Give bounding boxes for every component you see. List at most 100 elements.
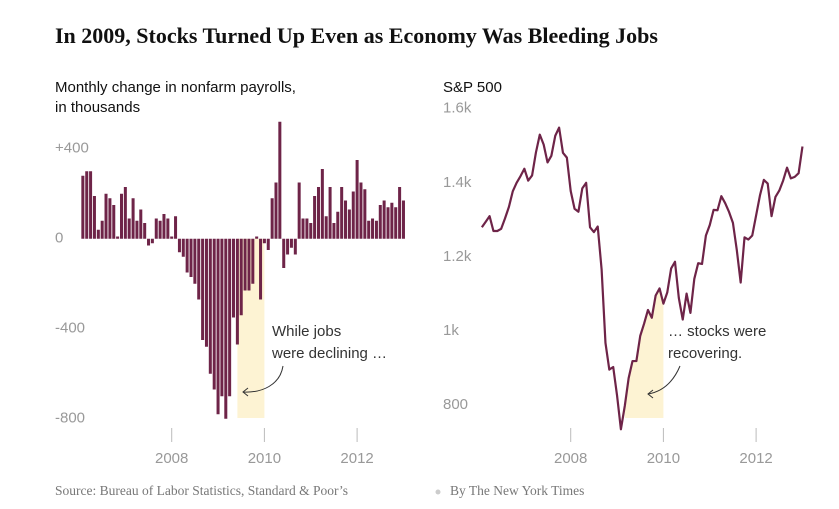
bar bbox=[398, 187, 402, 239]
bar bbox=[359, 182, 363, 239]
x-tick-label: 2010 bbox=[248, 450, 281, 467]
axis-label: S&P 500 bbox=[443, 79, 502, 96]
annotation: were declining … bbox=[271, 345, 387, 362]
bar bbox=[401, 200, 405, 239]
axis-label: Monthly change in nonfarm payrolls, bbox=[55, 79, 296, 96]
bar bbox=[123, 187, 127, 239]
annotation: recovering. bbox=[668, 345, 742, 362]
bar bbox=[355, 160, 359, 239]
bar bbox=[301, 218, 305, 239]
bar bbox=[243, 238, 247, 291]
bar bbox=[363, 189, 367, 239]
x-tick-label: 2010 bbox=[647, 450, 680, 467]
y-tick-label: -800 bbox=[55, 410, 85, 427]
bar bbox=[150, 238, 154, 244]
bar bbox=[116, 236, 120, 239]
arrow-head bbox=[242, 387, 249, 397]
y-tick-label: 1.6k bbox=[443, 100, 472, 117]
bar bbox=[255, 236, 259, 239]
headline: In 2009, Stocks Turned Up Even as Econom… bbox=[55, 23, 658, 48]
bar bbox=[378, 205, 382, 239]
bar bbox=[135, 220, 139, 239]
bar bbox=[266, 238, 270, 250]
bar bbox=[289, 238, 293, 248]
x-tick-label: 2008 bbox=[155, 450, 188, 467]
arrow-head bbox=[647, 389, 654, 399]
bar bbox=[96, 229, 100, 239]
bar bbox=[367, 220, 371, 239]
bar bbox=[328, 187, 332, 239]
bar bbox=[374, 220, 378, 239]
bar bbox=[201, 238, 205, 340]
bar bbox=[286, 238, 290, 255]
bar bbox=[85, 171, 89, 239]
axis-label: in thousands bbox=[55, 99, 140, 116]
bar bbox=[174, 216, 178, 239]
bar bbox=[127, 218, 131, 239]
bar bbox=[170, 236, 174, 239]
bar bbox=[92, 196, 96, 239]
bar bbox=[185, 238, 189, 273]
bar bbox=[313, 196, 317, 239]
bar bbox=[220, 238, 224, 397]
bar bbox=[166, 218, 170, 239]
x-tick-label: 2008 bbox=[554, 450, 587, 467]
bar bbox=[293, 238, 297, 255]
y-tick-label: 1.2k bbox=[443, 248, 472, 265]
bar bbox=[309, 223, 313, 239]
y-tick-label: -400 bbox=[55, 320, 85, 337]
bar bbox=[119, 193, 124, 239]
bar bbox=[89, 171, 93, 239]
bar bbox=[228, 238, 232, 397]
bar bbox=[386, 207, 390, 239]
bar bbox=[332, 223, 336, 239]
bar bbox=[181, 238, 185, 257]
bar bbox=[336, 211, 340, 239]
bar bbox=[143, 223, 147, 239]
bar bbox=[204, 238, 208, 347]
bar bbox=[131, 198, 135, 239]
y-tick-label: 1k bbox=[443, 322, 459, 339]
bar bbox=[382, 200, 386, 239]
bar bbox=[305, 218, 309, 239]
bar bbox=[81, 175, 85, 239]
bar bbox=[239, 238, 243, 316]
x-tick-label: 2012 bbox=[739, 450, 772, 467]
x-tick-label: 2012 bbox=[340, 450, 373, 467]
bar bbox=[270, 198, 274, 239]
annotation: While jobs bbox=[272, 323, 341, 340]
y-tick-label: +400 bbox=[55, 140, 89, 157]
bar bbox=[274, 182, 278, 239]
bar bbox=[162, 214, 166, 239]
bar bbox=[247, 238, 251, 291]
bar bbox=[390, 202, 394, 239]
bar bbox=[278, 121, 282, 239]
separator bbox=[435, 489, 441, 495]
bar bbox=[154, 218, 158, 239]
source: Source: Bureau of Labor Statistics, Stan… bbox=[55, 483, 348, 498]
bar bbox=[351, 191, 355, 239]
bar bbox=[139, 209, 143, 239]
bar bbox=[340, 187, 344, 239]
bar bbox=[347, 209, 351, 239]
bar bbox=[112, 205, 116, 239]
bar bbox=[344, 200, 348, 239]
bar bbox=[320, 169, 324, 239]
annotation: … stocks were bbox=[668, 323, 766, 340]
bar bbox=[297, 182, 301, 239]
annotation-arrow bbox=[242, 365, 284, 393]
bar bbox=[224, 238, 228, 419]
bar bbox=[251, 238, 255, 284]
bar bbox=[208, 238, 212, 374]
bar bbox=[282, 238, 286, 268]
bar bbox=[104, 193, 108, 239]
bar bbox=[212, 238, 216, 390]
bar bbox=[259, 238, 263, 300]
bar bbox=[262, 238, 266, 244]
bar bbox=[158, 220, 162, 239]
bar bbox=[394, 207, 398, 239]
annotation-arrow bbox=[647, 365, 681, 395]
bar bbox=[216, 238, 220, 415]
y-tick-label: 1.4k bbox=[443, 174, 472, 191]
